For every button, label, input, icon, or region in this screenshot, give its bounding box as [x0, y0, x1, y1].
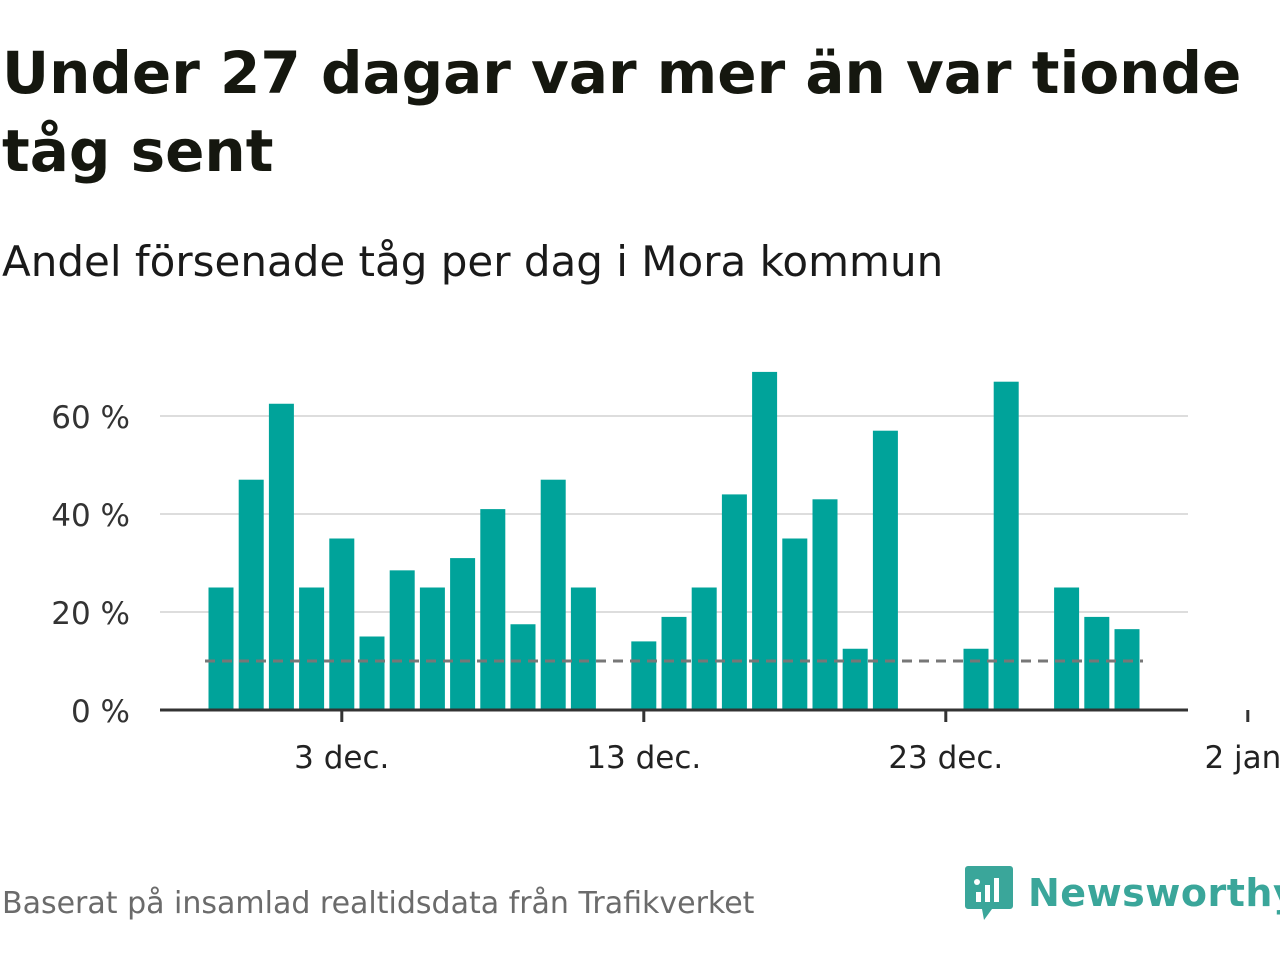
y-tick-label: 20 %: [51, 596, 130, 632]
bar: [661, 616, 687, 710]
bar: [721, 494, 747, 710]
bars: [208, 371, 1140, 710]
chart-title: Under 27 dagar var mer än var tionde tåg…: [2, 39, 1242, 185]
bar: [329, 538, 355, 710]
source-note: Baserat på insamlad realtidsdata från Tr…: [2, 886, 755, 921]
bar: [842, 648, 868, 710]
bar-chart: 0 % 20 % 40 % 60 % 3 dec. 13 dec. 23 dec. 2 jan…: [51, 371, 1280, 776]
bar: [540, 479, 566, 710]
x-tick-label: 13 dec.: [586, 740, 701, 776]
bar: [510, 624, 536, 710]
bar: [208, 587, 234, 710]
bar: [752, 371, 778, 710]
bar: [299, 587, 325, 710]
axes: 0 % 20 % 40 % 60 % 3 dec. 13 dec. 23 dec. 2 jan…: [51, 400, 1280, 776]
bar: [419, 587, 445, 710]
bar: [812, 499, 838, 710]
bar: [782, 538, 808, 710]
x-tick-label: 3 dec.: [294, 740, 389, 776]
bar: [963, 648, 989, 710]
y-tick-label: 60 %: [51, 400, 130, 436]
bar: [238, 479, 264, 710]
bar: [268, 403, 294, 710]
bar: [570, 587, 596, 710]
newsworthy-logo-icon: [965, 866, 1013, 920]
bar: [450, 558, 476, 710]
y-tick-label: 40 %: [51, 498, 130, 534]
chart-subtitle: Andel försenade tåg per dag i Mora kommu…: [2, 237, 944, 286]
bar: [1054, 587, 1080, 710]
bar: [993, 381, 1019, 710]
brand-name: Newsworthy: [1028, 871, 1280, 915]
newsworthy-logo: Newsworthy: [964, 864, 1280, 922]
bar: [480, 509, 506, 710]
bar: [359, 636, 385, 710]
y-tick-label: 0 %: [71, 694, 130, 730]
x-tick-label: 23 dec.: [888, 740, 1003, 776]
bar: [631, 641, 657, 710]
bar: [389, 570, 415, 710]
bar: [872, 430, 898, 710]
grid-lines: [160, 415, 1188, 613]
bar: [691, 587, 717, 710]
bar: [1084, 616, 1110, 710]
bar: [1114, 629, 1140, 710]
x-tick-label: 2 jan.: [1204, 740, 1280, 776]
